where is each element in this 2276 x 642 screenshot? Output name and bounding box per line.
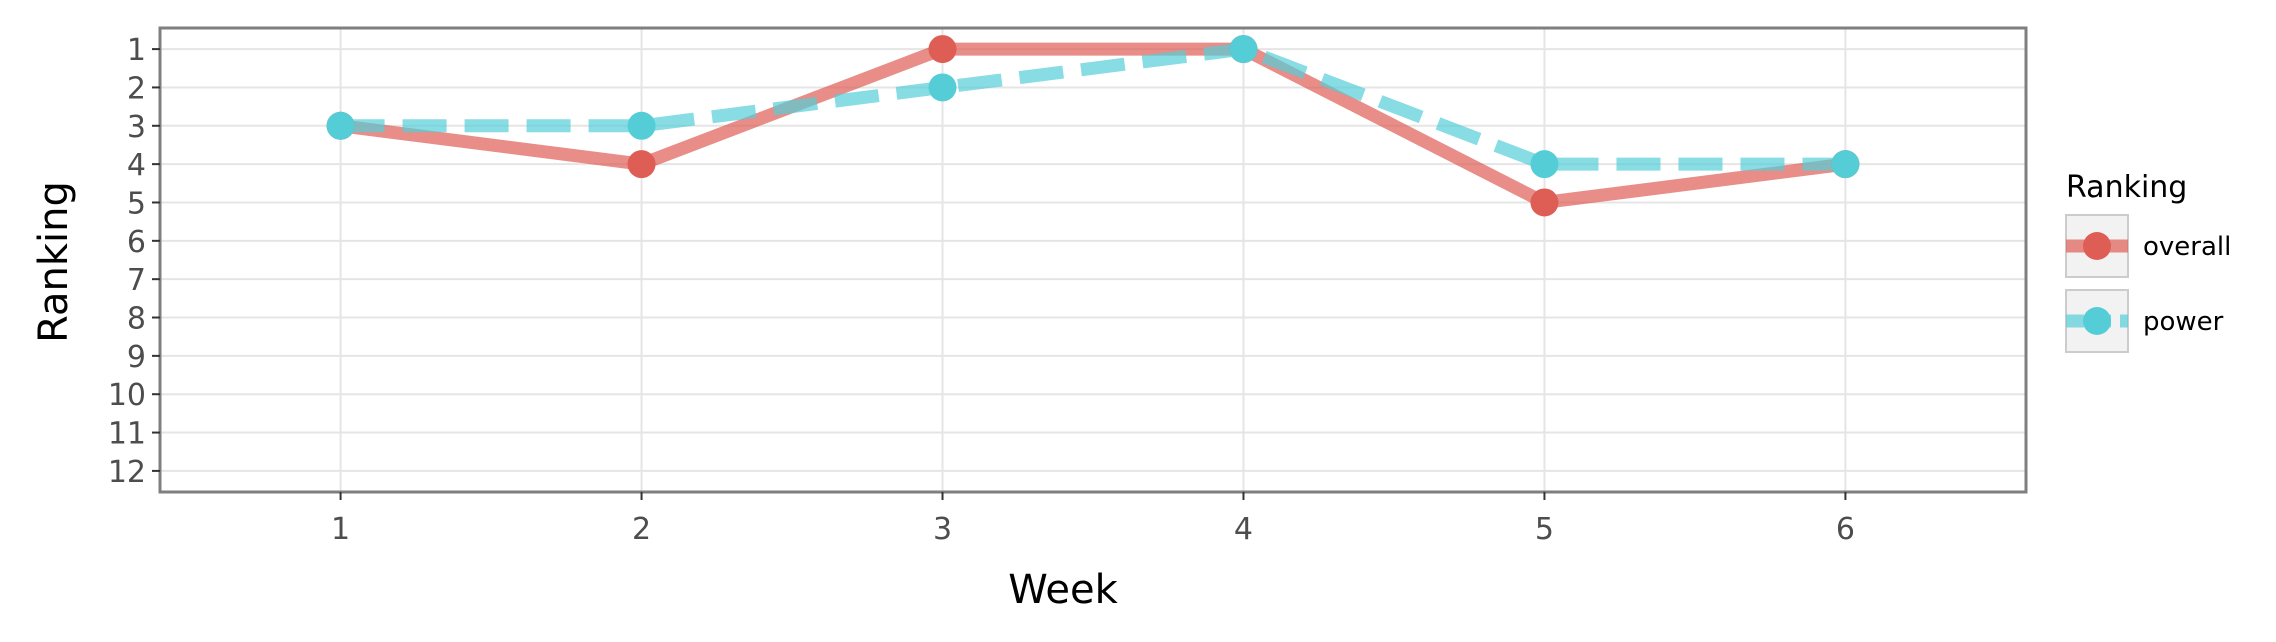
- y-axis-title: Ranking: [31, 181, 77, 343]
- plot-border: [158, 26, 2028, 494]
- legend: Ranking overall power: [2065, 170, 2231, 353]
- x-tick-label: 1: [331, 512, 350, 547]
- y-tick-label: 11: [108, 417, 146, 452]
- data-point-overall: [627, 150, 656, 179]
- data-point-power: [928, 73, 957, 102]
- legend-key-point-power: [2083, 307, 2111, 335]
- y-tick-label: 10: [108, 378, 146, 413]
- data-point-power: [1530, 150, 1559, 179]
- x-gridlines: [339, 28, 1847, 492]
- data-point-power: [1831, 150, 1860, 179]
- y-tick-label: 7: [127, 263, 146, 298]
- y-tick-label: 1: [127, 33, 146, 68]
- legend-label-power: power: [2143, 307, 2224, 337]
- y-tick-label: 12: [108, 455, 146, 490]
- data-point-overall: [1530, 188, 1559, 217]
- y-tick-label: 8: [127, 302, 146, 337]
- series-line-overall: [339, 42, 1847, 209]
- legend-title: Ranking: [2066, 170, 2187, 205]
- x-tick-label: 3: [933, 512, 952, 547]
- y-tick-label: 6: [127, 225, 146, 260]
- legend-label-overall: overall: [2143, 232, 2231, 262]
- x-tick-label: 6: [1836, 512, 1855, 547]
- x-tick-label: 5: [1535, 512, 1554, 547]
- series-lines: [339, 42, 1847, 209]
- y-tick-label: 2: [127, 71, 146, 106]
- data-point-power: [326, 111, 355, 140]
- x-tick-label: 4: [1234, 512, 1253, 547]
- legend-key-point-overall: [2083, 232, 2111, 260]
- data-point-overall: [928, 35, 957, 64]
- x-axis-title: Week: [1008, 567, 1118, 613]
- series-line-power: [340, 42, 1846, 171]
- y-tick-label: 9: [127, 340, 146, 375]
- y-tick-label: 4: [127, 148, 146, 183]
- plot-background: [160, 28, 2026, 492]
- data-point-power: [627, 111, 656, 140]
- y-tick-label: 5: [127, 186, 146, 221]
- x-axis-ticks: 1 2 3 4 5 6: [331, 492, 1855, 547]
- data-point-power: [1229, 35, 1258, 64]
- x-tick-label: 2: [632, 512, 651, 547]
- series-points: [326, 35, 1860, 217]
- y-tick-label: 3: [127, 110, 146, 145]
